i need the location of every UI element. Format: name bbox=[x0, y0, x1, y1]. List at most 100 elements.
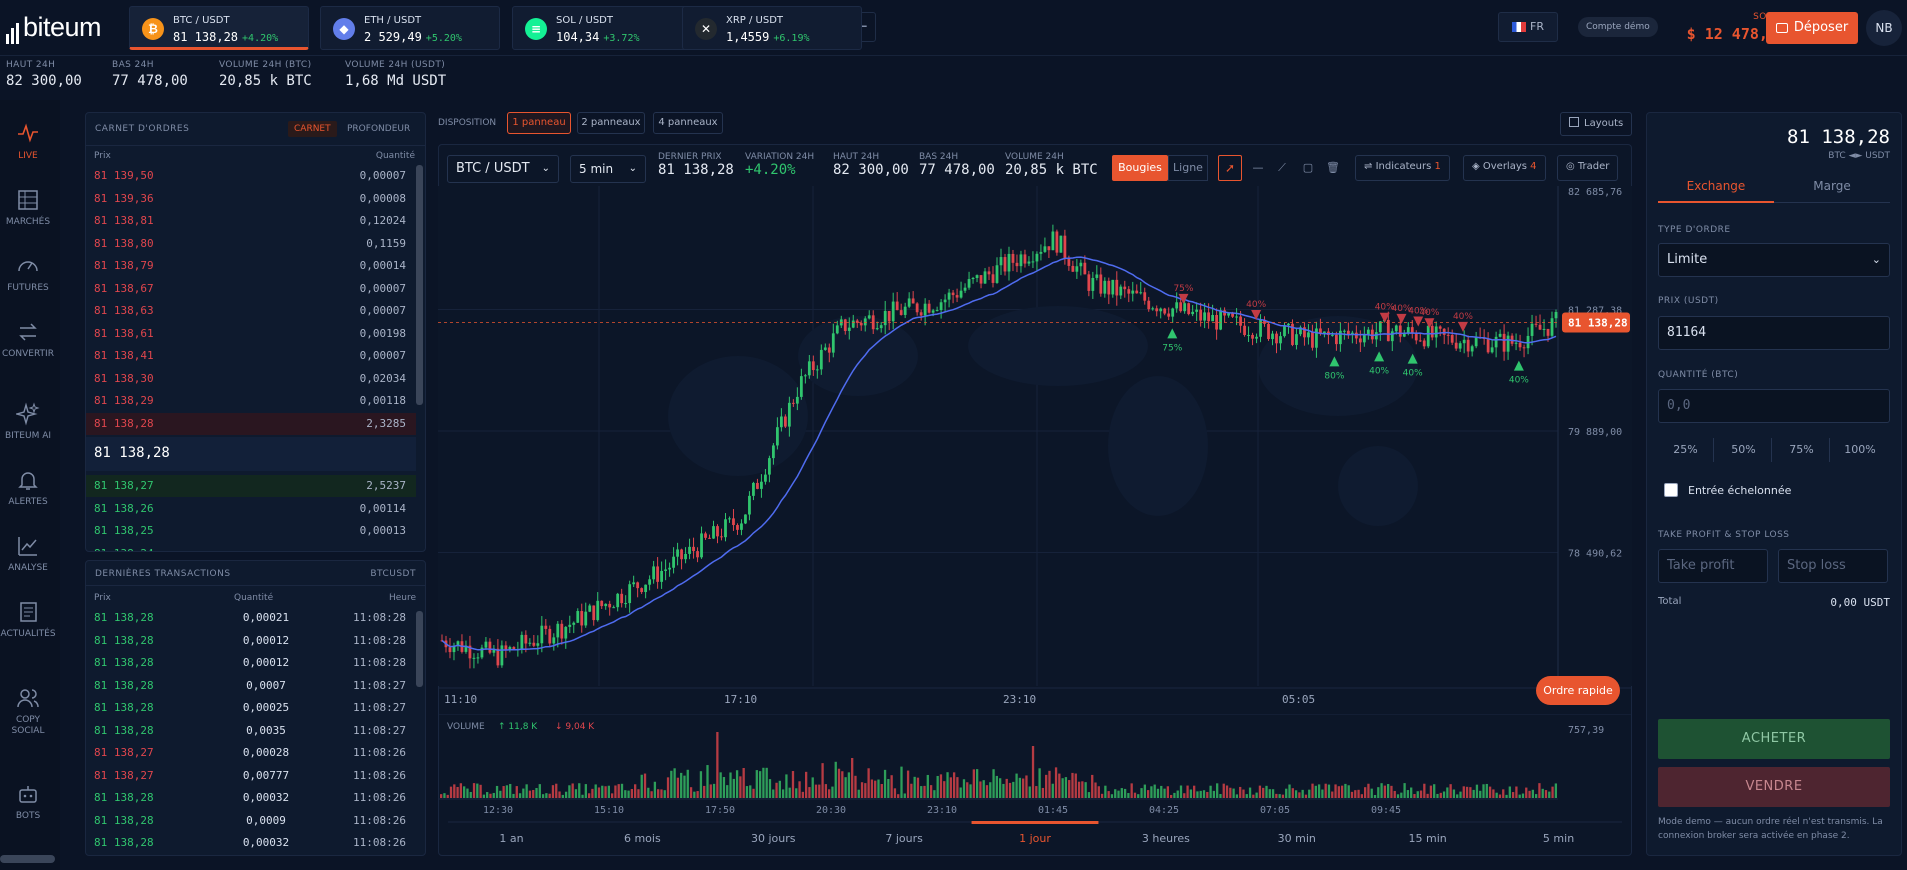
tab-profondeur[interactable]: PROFONDEUR bbox=[347, 124, 411, 134]
moving-average-line bbox=[441, 256, 1557, 652]
take-profit-input[interactable]: Take profit bbox=[1658, 549, 1768, 583]
pair-tab[interactable]: ✕ XRP / USDT 1,4559 +6.19% bbox=[682, 6, 862, 50]
bid-row[interactable]: 81 138,26 0,00114 bbox=[86, 498, 416, 520]
sidebar-item-marchés[interactable]: MARCHÉS bbox=[0, 188, 56, 228]
volume-bar bbox=[952, 772, 956, 798]
ruler-tool-icon[interactable]: ⟋ bbox=[1278, 161, 1286, 174]
range-button[interactable]: 15 min bbox=[1409, 832, 1447, 845]
candle-body bbox=[1031, 261, 1035, 263]
tab-exchange[interactable]: Exchange bbox=[1658, 179, 1774, 203]
demo-account-badge[interactable]: Compte démo bbox=[1578, 17, 1658, 37]
ask-row[interactable]: 81 138,28 2,3285 bbox=[86, 412, 416, 435]
volume-time-label: 09:45 bbox=[1371, 805, 1401, 816]
candle-body bbox=[1143, 292, 1147, 301]
sidebar-item-futures[interactable]: FUTURES bbox=[0, 254, 56, 294]
ask-row[interactable]: 81 138,63 0,00007 bbox=[86, 300, 416, 322]
sidebar-item-biteum-ai[interactable]: BITEUM AI bbox=[0, 402, 56, 442]
trades-scrollbar[interactable] bbox=[416, 611, 423, 687]
pct-button[interactable]: 50% bbox=[1716, 438, 1772, 462]
tab-margin[interactable]: Marge bbox=[1774, 179, 1890, 203]
buy-button[interactable]: ACHETER bbox=[1658, 719, 1890, 759]
ask-row[interactable]: 81 138,41 0,00007 bbox=[86, 345, 416, 367]
bid-row[interactable]: 81 138,27 2,5237 bbox=[86, 475, 416, 497]
sidebar-item-actualités[interactable]: ACTUALITÉS bbox=[0, 600, 56, 640]
language-selector[interactable]: FR bbox=[1498, 12, 1558, 42]
layouts-button[interactable]: Layouts bbox=[1560, 112, 1633, 136]
logo[interactable]: biteum bbox=[6, 12, 102, 45]
pct-button[interactable]: 25% bbox=[1658, 438, 1714, 462]
volume-bar bbox=[1485, 783, 1488, 798]
pair-tab[interactable]: ◆ ETH / USDT 2 529,49 +5.20% bbox=[320, 6, 500, 50]
pair-select[interactable]: BTC / USDT ⌄ bbox=[447, 155, 559, 183]
pair-tab[interactable]: ₿ BTC / USDT 81 138,28 +4.20% bbox=[129, 6, 309, 50]
volume-bar bbox=[890, 775, 893, 798]
ask-row[interactable]: 81 138,29 0,00118 bbox=[86, 390, 416, 412]
cursor-tool-icon[interactable]: ➚ bbox=[1218, 155, 1242, 181]
sidebar-item-copy-social[interactable]: COPY SOCIAL bbox=[0, 686, 56, 737]
candle-body bbox=[983, 271, 987, 284]
pair-tab[interactable]: ≡ SOL / USDT 104,34 +3.72% bbox=[512, 6, 692, 50]
bid-row[interactable]: 81 138,24 bbox=[86, 543, 416, 552]
candles-toggle[interactable]: Bougies bbox=[1112, 155, 1168, 181]
range-button[interactable]: 6 mois bbox=[624, 832, 661, 845]
candle-body bbox=[867, 315, 871, 319]
range-button[interactable]: 1 jour bbox=[1019, 832, 1051, 845]
sidebar-item-convertir[interactable]: CONVERTIR bbox=[0, 320, 56, 360]
trash-icon[interactable]: 🗑 bbox=[1326, 161, 1340, 174]
volume-bar bbox=[1344, 783, 1347, 798]
overlays-button[interactable]: ◈ Overlays 4 bbox=[1463, 155, 1546, 181]
order-book-scrollbar[interactable] bbox=[416, 165, 423, 405]
ask-row[interactable]: 81 138,81 0,12024 bbox=[86, 210, 416, 232]
tab-carnet[interactable]: CARNET bbox=[288, 121, 337, 137]
quick-order-button[interactable]: Ordre rapide bbox=[1536, 676, 1620, 705]
ask-row[interactable]: 81 138,80 0,1159 bbox=[86, 233, 416, 255]
ask-row[interactable]: 81 139,36 0,00008 bbox=[86, 188, 416, 210]
staged-entry-checkbox[interactable] bbox=[1664, 483, 1678, 497]
layout-option[interactable]: 2 panneaux bbox=[577, 112, 645, 134]
ask-row[interactable]: 81 138,30 0,02034 bbox=[86, 368, 416, 390]
range-button[interactable]: 5 min bbox=[1543, 832, 1574, 845]
line-tool-icon[interactable]: — bbox=[1252, 161, 1264, 174]
pct-button[interactable]: 75% bbox=[1774, 438, 1830, 462]
sidebar-scrollbar[interactable] bbox=[0, 855, 55, 863]
candle-body bbox=[1015, 262, 1019, 267]
range-button[interactable]: 30 jours bbox=[751, 832, 796, 845]
pct-button[interactable]: 100% bbox=[1844, 443, 1876, 456]
stop-loss-input[interactable]: Stop loss bbox=[1778, 549, 1888, 583]
layout-option[interactable]: 1 panneau bbox=[507, 112, 571, 134]
line-toggle[interactable]: Ligne bbox=[1168, 155, 1208, 181]
top-bar: biteum + FR Compte démo SOLDE $ 12 478,4… bbox=[0, 0, 1907, 56]
stat-item: VOLUME 24H (USDT) 1,68 Md USDT bbox=[345, 60, 446, 89]
ask-row[interactable]: 81 138,61 0,00198 bbox=[86, 323, 416, 345]
range-button[interactable]: 1 an bbox=[499, 832, 523, 845]
sidebar-item-bots[interactable]: BOTS bbox=[0, 782, 56, 822]
trades-col-qty: Quantité bbox=[234, 593, 274, 603]
ask-row[interactable]: 81 139,50 0,00007 bbox=[86, 165, 416, 187]
sidebar-item-analyse[interactable]: ANALYSE bbox=[0, 534, 56, 574]
volume-bar bbox=[564, 791, 568, 798]
volume-bar bbox=[1084, 782, 1087, 798]
layout-option[interactable]: 4 panneaux bbox=[653, 112, 723, 134]
deposit-button[interactable]: Déposer bbox=[1766, 12, 1858, 44]
ask-row[interactable]: 81 138,67 0,00007 bbox=[86, 278, 416, 300]
range-button[interactable]: 7 jours bbox=[885, 832, 923, 845]
trader-button[interactable]: ◎ Trader bbox=[1557, 155, 1619, 181]
sidebar-item-live[interactable]: LIVE bbox=[0, 122, 56, 162]
order-type-select[interactable]: Limite ⌄ bbox=[1658, 243, 1890, 277]
volume-bar bbox=[440, 794, 443, 798]
sidebar-item-alertes[interactable]: ALERTES bbox=[0, 468, 56, 508]
avatar[interactable]: NB bbox=[1866, 10, 1902, 46]
indicators-button[interactable]: ⇌ Indicateurs 1 bbox=[1355, 155, 1450, 181]
interval-select[interactable]: 5 min ⌄ bbox=[570, 155, 646, 183]
range-button[interactable]: 30 min bbox=[1278, 832, 1316, 845]
price-input[interactable]: 81164 bbox=[1658, 316, 1890, 350]
sell-button[interactable]: VENDRE bbox=[1658, 767, 1890, 807]
rectangle-tool-icon[interactable]: ▢ bbox=[1302, 161, 1314, 174]
bid-row[interactable]: 81 138,25 0,00013 bbox=[86, 520, 416, 542]
range-button[interactable]: 3 heures bbox=[1142, 832, 1190, 845]
candle-body bbox=[1123, 286, 1127, 290]
quantity-input[interactable]: 0,0 bbox=[1658, 389, 1890, 423]
volume-bar bbox=[551, 785, 555, 798]
ask-row[interactable]: 81 138,79 0,00014 bbox=[86, 255, 416, 277]
